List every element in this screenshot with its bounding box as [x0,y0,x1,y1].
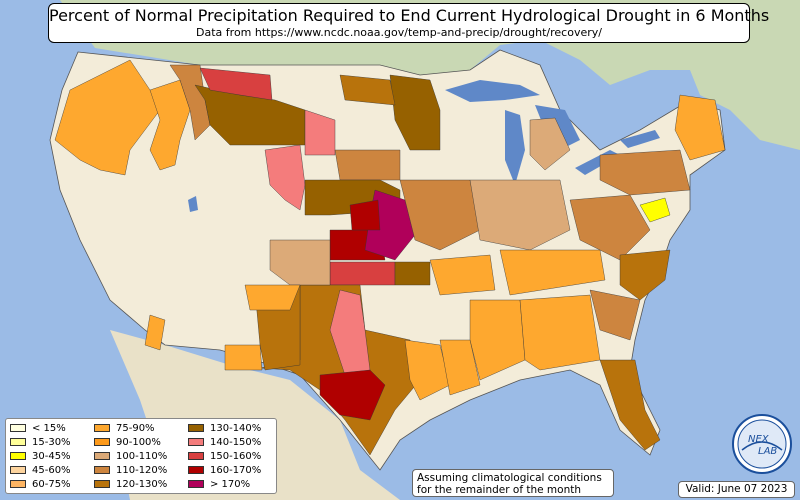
legend-swatch [10,438,26,446]
region-sc-110-120 [589,289,641,341]
region-ks-160-170-b [349,199,381,231]
lake-ontario [620,130,660,148]
region-ga-al-90-100 [519,294,601,371]
legend-label: 45-60% [32,465,71,476]
region-co-100-110 [269,239,331,286]
region-montana-150-160 [199,67,273,101]
region-ar-75-90 [429,254,496,296]
legend-label: 75-90% [116,423,155,434]
legend-item: 60-75% [10,479,71,490]
legend-swatch [188,424,204,432]
legend-label: 110-120% [116,465,168,476]
region-wy-140-150 [264,144,306,211]
region-wv-va-110-120 [569,194,651,261]
legend-label: 30-45% [32,451,71,462]
region-pa-ny-110-120 [599,149,691,196]
region-mn-130-140 [389,74,441,151]
legend-label: 160-170% [210,465,262,476]
legend-label: 90-100% [116,437,161,448]
lake-superior [445,80,540,102]
region-ms-90-100 [469,299,526,381]
great-salt-lake [188,196,198,212]
legend-item: 130-140% [188,423,261,434]
region-tx-160-170 [319,369,386,421]
legend-label: 60-75% [32,479,71,490]
legend-swatch [94,452,110,460]
region-sd-140-150 [304,109,336,156]
region-ne-dakota-110-120 [334,149,401,181]
region-il-in-100-110 [469,179,571,251]
legend-item: 75-90% [94,423,155,434]
region-mi-100-110 [529,117,571,171]
legend-swatch [10,466,26,474]
region-la-90-100 [439,339,481,396]
map-subtitle: Data from https://www.ncdc.noaa.gov/temp… [196,26,602,39]
region-md-30-45 [639,197,671,223]
svg-text:NEX: NEX [748,434,770,445]
region-fl-120-130 [599,359,661,451]
legend-item: < 15% [10,423,66,434]
legend-label: > 170% [210,479,251,490]
legend-swatch [10,452,26,460]
legend-swatch [94,466,110,474]
legend-item: 160-170% [188,465,261,476]
legend-swatch [94,438,110,446]
legend-swatch [188,466,204,474]
region-ky-tn-90-100 [499,249,606,296]
assumption-note: Assuming climatological conditions for t… [412,469,614,497]
legend-label: 100-110% [116,451,168,462]
legend-swatch [10,480,26,488]
lake-michigan [505,110,525,185]
legend-item: 90-100% [94,437,161,448]
legend-swatch [188,480,204,488]
legend-item: 45-60% [10,465,71,476]
legend-item: 110-120% [94,465,167,476]
svg-text:LAB: LAB [758,446,777,457]
legend-swatch [10,424,26,432]
legend-swatch [94,480,110,488]
region-az-90-100 [144,314,166,351]
legend-item: 120-130% [94,479,167,490]
legend-item: 140-150% [188,437,261,448]
region-idaho-110-120 [169,64,211,141]
legend-item: 30-45% [10,451,71,462]
legend: < 15% 15-30% 30-45% 45-60% 60-75% 75-90% 90-10… [5,418,277,494]
legend-label: 130-140% [210,423,262,434]
legend-swatch [94,424,110,432]
region-ne-coast-90-100 [674,94,726,161]
legend-item: 100-110% [94,451,167,462]
region-pnw-75-90 [54,59,161,176]
legend-label: 150-160% [210,451,262,462]
legend-label: < 15% [32,423,66,434]
legend-item: 15-30% [10,437,71,448]
legend-label: 120-130% [116,479,168,490]
region-nd-120-130 [339,74,396,106]
map-title: Percent of Normal Precipitation Required… [49,6,770,25]
region-ok-130-140 [394,261,431,286]
region-nc-120-130 [619,249,671,301]
legend-swatch [188,438,204,446]
region-az-se-90-100 [224,344,263,371]
region-ok-150-160 [329,261,396,286]
legend-swatch [188,452,204,460]
note-line-2: for the remainder of the month [417,484,582,496]
region-tx-gulf-75-90 [404,339,451,401]
region-nm-nw-90-100 [244,284,301,311]
valid-date: Valid: June 07 2023 [678,481,795,498]
title-box: Percent of Normal Precipitation Required… [48,3,770,43]
legend-item: > 170% [188,479,250,490]
nexlab-logo: NEX LAB [732,414,792,474]
legend-label: 15-30% [32,437,71,448]
legend-label: 140-150% [210,437,262,448]
note-line-1: Assuming climatological conditions [417,472,602,484]
legend-item: 150-160% [188,451,261,462]
